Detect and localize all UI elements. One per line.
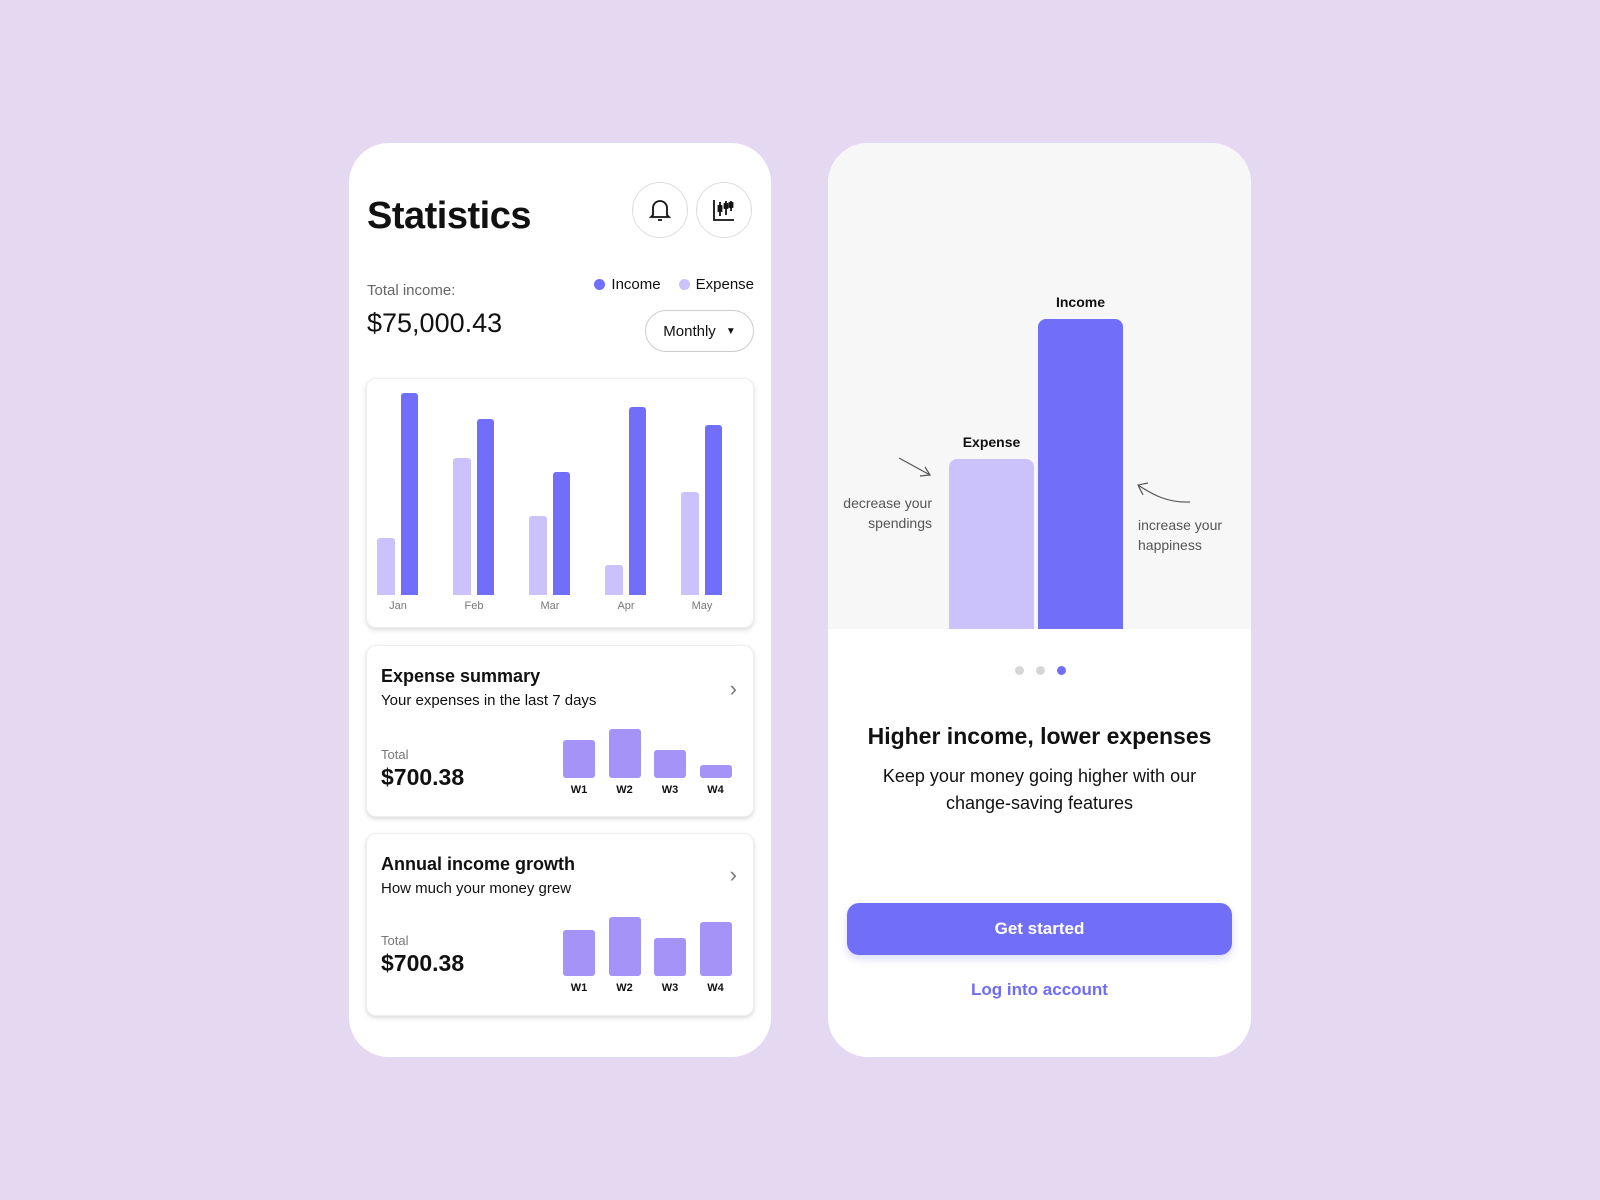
candlestick-chart-icon xyxy=(713,200,734,221)
week-label: W4 xyxy=(707,982,724,994)
hero-illustration: Expense Income xyxy=(828,143,1251,629)
period-dropdown[interactable]: Monthly ▼ xyxy=(645,310,754,352)
income-bar xyxy=(705,425,722,595)
pagination-dots xyxy=(1015,666,1066,675)
pagination-dot[interactable] xyxy=(1036,666,1045,675)
chart-view-button[interactable] xyxy=(696,182,752,238)
expense-bar xyxy=(453,457,471,595)
income-growth-card[interactable]: Annual income growth How much your money… xyxy=(366,833,754,1016)
income-hero-bar xyxy=(1038,319,1123,629)
monthly-bar-chart: Jan Feb Mar Apr May xyxy=(366,378,754,628)
x-axis-label: Apr xyxy=(617,600,635,612)
bell-icon xyxy=(648,200,672,221)
expense-bar xyxy=(377,538,395,595)
body-line: Keep your money going higher with our xyxy=(882,766,1197,786)
card-title: Expense summary xyxy=(381,666,541,686)
page-title: Statistics xyxy=(367,195,531,237)
week-bar xyxy=(654,938,686,976)
week-bar xyxy=(563,930,595,976)
onboarding-body: Keep your money going higher with our ch… xyxy=(828,763,1251,817)
card-subtitle: How much your money grew xyxy=(381,880,572,897)
total-income-value: $75,000.43 xyxy=(367,308,503,338)
week-label: W3 xyxy=(661,982,679,994)
period-value: Monthly xyxy=(663,322,716,340)
week-bar xyxy=(608,916,641,976)
card-title: Annual income growth xyxy=(381,854,576,874)
income-legend-dot xyxy=(594,279,606,290)
login-link[interactable]: Log into account xyxy=(971,980,1108,999)
total-value: $700.38 xyxy=(381,950,465,976)
onboarding-screen: Expense Income decrease your spendings in… xyxy=(828,143,1251,1057)
legend-expense: Expense xyxy=(695,276,754,293)
arrows xyxy=(898,457,1191,503)
chart-legend: Income Expense xyxy=(594,276,754,293)
x-axis-label: Jan xyxy=(389,600,407,612)
chevron-right-icon[interactable]: › xyxy=(729,862,737,887)
caret-down-icon: ▼ xyxy=(725,325,736,337)
expense-hero-bar xyxy=(949,459,1034,629)
x-axis-label: May xyxy=(691,600,713,612)
arrow-right-down-icon xyxy=(898,457,932,477)
expense-legend-dot xyxy=(678,279,690,290)
expense-bar xyxy=(529,516,547,595)
annotation-line: decrease your xyxy=(843,495,932,511)
onboarding-heading: Higher income, lower expenses xyxy=(867,723,1212,749)
pagination-dot[interactable] xyxy=(1015,666,1024,675)
income-hero-label: Income xyxy=(1055,294,1105,310)
week-bar xyxy=(654,750,686,778)
week-bar xyxy=(699,921,732,976)
total-income-label: Total income: xyxy=(367,282,456,299)
week-label: W1 xyxy=(570,784,588,796)
income-bar xyxy=(477,419,494,595)
week-label: W1 xyxy=(570,982,588,994)
legend-income: Income xyxy=(611,276,661,293)
card-subtitle: Your expenses in the last 7 days xyxy=(381,692,597,709)
week-bar xyxy=(563,740,595,778)
annotation-right: increase your happiness xyxy=(1138,515,1222,555)
week-label: W4 xyxy=(707,784,724,796)
expense-summary-card[interactable]: Expense summary Your expenses in the las… xyxy=(366,645,754,817)
arrow-left-curve-icon xyxy=(1137,482,1191,503)
week-label: W3 xyxy=(661,784,679,796)
body-line: change-saving features xyxy=(945,793,1134,813)
pagination-dot[interactable] xyxy=(1057,666,1066,675)
expense-hero-label: Expense xyxy=(962,434,1021,450)
x-axis-label: Feb xyxy=(464,600,484,612)
week-bar xyxy=(608,729,641,778)
expense-bar xyxy=(605,564,623,595)
income-bar xyxy=(629,407,646,595)
annotation-line: increase your xyxy=(1138,517,1223,533)
total-value: $700.38 xyxy=(381,764,465,790)
x-axis-label: Mar xyxy=(540,600,560,612)
total-label: Total xyxy=(381,933,409,948)
chevron-right-icon[interactable]: › xyxy=(729,676,737,701)
annotation-line: happiness xyxy=(1138,537,1202,553)
week-label: W2 xyxy=(616,982,633,994)
week-label: W2 xyxy=(616,784,633,796)
annotation-left: decrease your spendings xyxy=(828,493,932,533)
income-bar xyxy=(553,471,570,595)
get-started-button[interactable]: Get started xyxy=(847,903,1232,955)
total-label: Total xyxy=(381,747,409,762)
statistics-screen: Statistics Income Expense Total income: … xyxy=(349,143,771,1057)
annotation-line: spendings xyxy=(868,515,932,531)
week-bar xyxy=(699,764,732,778)
income-bar xyxy=(401,393,418,595)
expense-bar xyxy=(681,492,699,595)
notifications-button[interactable] xyxy=(632,182,688,238)
